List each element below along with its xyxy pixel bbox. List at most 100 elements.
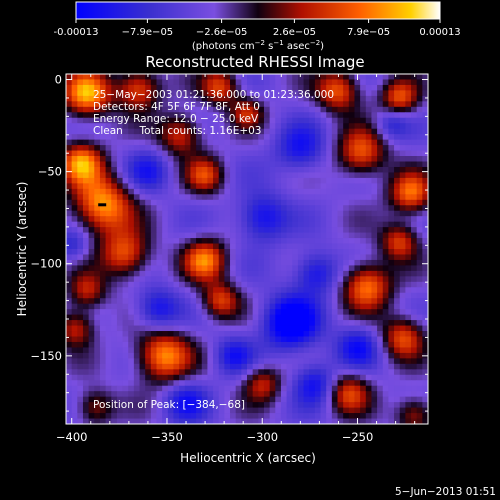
- heatmap-cell: [88, 259, 95, 266]
- heatmap-cell: [411, 221, 418, 228]
- heatmap-cell: [201, 380, 208, 387]
- heatmap-cell: [156, 166, 163, 173]
- heatmap-cell: [263, 352, 271, 359]
- heatmap-cell: [343, 210, 350, 217]
- heatmap-cell: [382, 205, 389, 212]
- heatmap-cell: [292, 166, 299, 173]
- heatmap-cell: [252, 249, 259, 255]
- heatmap-cell: [422, 402, 429, 408]
- heatmap-cell: [394, 243, 401, 250]
- heatmap-cell: [162, 303, 169, 310]
- heatmap-cell: [218, 341, 225, 348]
- heatmap-cell: [190, 74, 197, 80]
- heatmap-cell: [71, 407, 78, 414]
- heatmap-cell: [337, 380, 344, 387]
- heatmap-cell: [179, 281, 186, 288]
- heatmap-cell: [139, 205, 146, 212]
- heatmap-cell: [258, 117, 265, 124]
- heatmap-cell: [207, 325, 214, 332]
- heatmap-cell: [235, 380, 242, 387]
- heatmap-cell: [365, 232, 372, 239]
- heatmap-cell: [422, 374, 429, 381]
- heatmap-cell: [150, 183, 157, 190]
- heatmap-cell: [416, 347, 423, 354]
- heatmap-cell: [354, 101, 361, 108]
- heatmap-cell: [145, 221, 152, 228]
- heatmap-cell: [416, 363, 423, 370]
- heatmap-cell: [128, 385, 135, 392]
- heatmap-cell: [382, 150, 389, 157]
- heatmap-cell: [156, 134, 163, 141]
- heatmap-cell: [303, 341, 310, 348]
- heatmap-cell: [297, 199, 304, 206]
- heatmap-cell: [399, 369, 406, 376]
- heatmap-cell: [105, 303, 112, 310]
- heatmap-cell: [128, 396, 135, 403]
- heatmap-cell: [394, 221, 401, 228]
- heatmap-cell: [162, 183, 169, 190]
- annotation-clean-counts: Clean Total counts: 1.16E+03: [93, 125, 262, 137]
- heatmap-cell: [286, 101, 293, 108]
- heatmap-cell: [416, 243, 423, 250]
- heatmap-cell: [297, 391, 304, 398]
- heatmap-cell: [247, 303, 254, 310]
- heatmap-cell: [66, 128, 73, 135]
- heatmap-cell: [365, 259, 372, 266]
- heatmap-cell: [111, 134, 118, 141]
- heatmap-cell: [66, 309, 73, 316]
- heatmap-cell: [88, 369, 95, 376]
- heatmap-cell: [416, 232, 423, 239]
- heatmap-cell: [224, 145, 231, 151]
- heatmap-cell: [196, 232, 203, 239]
- heatmap-cell: [213, 385, 220, 392]
- heatmap-cell: [286, 331, 293, 337]
- heatmap-cell: [230, 199, 237, 206]
- heatmap-cell: [275, 139, 282, 146]
- heatmap-cell: [258, 396, 265, 403]
- heatmap-cell: [292, 156, 299, 162]
- heatmap-cell: [360, 325, 367, 332]
- heatmap-cell: [365, 161, 372, 168]
- heatmap-cell: [292, 292, 299, 299]
- heatmap-cell: [150, 396, 157, 403]
- heatmap-cell: [405, 363, 412, 370]
- heatmap-cell: [230, 265, 237, 272]
- heatmap-cell: [297, 325, 304, 332]
- heatmap-cell: [399, 309, 406, 316]
- heatmap-cell: [411, 259, 418, 266]
- heatmap-cell: [190, 117, 197, 124]
- heatmap-cell: [184, 199, 191, 206]
- heatmap-cell: [139, 281, 146, 288]
- heatmap-cell: [269, 90, 276, 97]
- heatmap-cell: [105, 243, 112, 250]
- heatmap-cell: [173, 385, 180, 392]
- heatmap-cell: [162, 380, 169, 387]
- heatmap-cell: [309, 265, 316, 272]
- heatmap-cell: [190, 139, 197, 146]
- heatmap-cell: [247, 265, 254, 272]
- heatmap-cell: [218, 413, 225, 419]
- heatmap-cell: [411, 396, 418, 403]
- heatmap-cell: [303, 210, 310, 217]
- heatmap-cell: [297, 347, 304, 354]
- heatmap-cell: [331, 358, 338, 365]
- heatmap-cell: [348, 101, 355, 108]
- heatmap-cell: [71, 112, 78, 119]
- heatmap-cell: [377, 101, 384, 108]
- heatmap-cell: [416, 145, 423, 151]
- heatmap-cell: [309, 106, 316, 113]
- heatmap-cell: [207, 314, 214, 321]
- heatmap-cell: [133, 232, 140, 239]
- heatmap-cell: [343, 331, 350, 337]
- heatmap-cell: [303, 101, 310, 108]
- peak-marker: [98, 203, 107, 207]
- heatmap-cell: [213, 172, 220, 179]
- heatmap-cell: [230, 336, 237, 343]
- heatmap-cell: [133, 210, 140, 217]
- heatmap-cell: [77, 106, 84, 113]
- heatmap-cell: [399, 396, 406, 403]
- heatmap-cell: [133, 161, 140, 168]
- heatmap-cell: [394, 270, 401, 277]
- heatmap-cell: [320, 276, 327, 283]
- heatmap-cell: [309, 101, 316, 108]
